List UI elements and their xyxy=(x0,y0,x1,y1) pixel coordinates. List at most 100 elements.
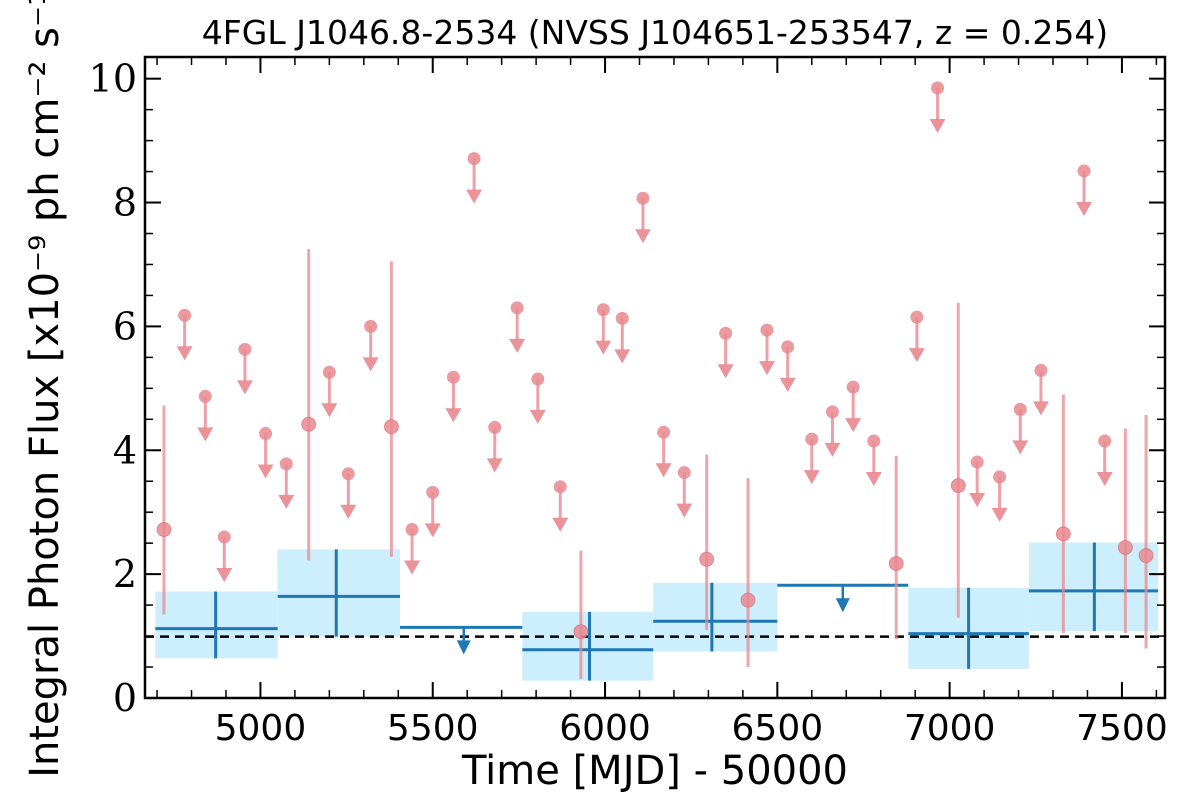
short-bin-upper-limit xyxy=(340,467,357,519)
short-bin-upper-limit xyxy=(424,485,441,538)
short-bin-marker xyxy=(573,624,589,640)
short-bin-ul-arrow xyxy=(929,118,946,133)
short-bin-upper-limit xyxy=(803,432,820,485)
short-bin-point xyxy=(383,261,399,557)
short-bin-ul-marker xyxy=(238,342,252,356)
short-bin-marker xyxy=(156,522,172,538)
short-bin-ul-arrow xyxy=(991,507,1008,522)
short-bin-ul-arrow xyxy=(1096,471,1113,486)
short-bin-ul-arrow xyxy=(803,470,820,485)
x-tick-label: 5500 xyxy=(387,708,479,749)
short-bin-point xyxy=(1055,394,1071,633)
short-bin-upper-limit xyxy=(779,340,796,392)
short-bin-ul-arrow xyxy=(340,504,357,519)
x-tick-label: 6500 xyxy=(732,708,824,749)
short-bin-upper-limit xyxy=(404,523,421,575)
short-bin-ul-marker xyxy=(970,455,984,469)
short-bin-ul-arrow xyxy=(236,380,253,395)
short-bin-upper-limit xyxy=(529,372,546,425)
short-bin-ul-marker xyxy=(993,470,1007,484)
short-bin-upper-limit xyxy=(1032,363,1049,416)
short-bin-ul-marker xyxy=(178,308,192,322)
short-bin-upper-limit xyxy=(655,425,672,478)
short-bin-ul-marker xyxy=(322,365,336,379)
short-bin-upper-limit xyxy=(257,427,274,479)
short-bin-point xyxy=(573,550,589,680)
short-bin-upper-limit xyxy=(486,420,503,473)
short-bin-marker xyxy=(1055,526,1071,542)
short-bin-ul-marker xyxy=(1077,164,1091,178)
short-bin-ul-arrow xyxy=(595,340,612,355)
short-bin-upper-limit xyxy=(969,455,986,508)
short-bin-ul-marker xyxy=(217,530,231,544)
short-bin-upper-limit xyxy=(865,434,882,486)
short-bin-upper-limit xyxy=(216,530,233,582)
short-bin-upper-limit xyxy=(824,405,841,457)
short-bin-point xyxy=(950,302,966,618)
short-bin-ul-marker xyxy=(596,303,610,317)
y-tick-label: 0 xyxy=(113,676,137,720)
short-bin-upper-limit xyxy=(509,301,526,353)
short-bin-upper-limit xyxy=(1012,402,1029,455)
short-bin-upper-limit xyxy=(1076,164,1093,216)
long-bin-band xyxy=(522,611,654,681)
long-bin-band xyxy=(277,549,400,637)
short-bin-upper-limit xyxy=(278,457,295,509)
short-bin-ul-arrow xyxy=(552,517,569,532)
short-bin-ul-arrow xyxy=(404,560,421,575)
long-bin-series xyxy=(155,542,1159,681)
short-bin-ul-arrow xyxy=(466,189,483,204)
short-bin-ul-marker xyxy=(1013,402,1027,416)
short-bin-ul-arrow xyxy=(216,567,233,582)
short-bin-ul-marker xyxy=(867,434,881,448)
short-bin-ul-marker xyxy=(531,372,545,386)
short-bin-marker xyxy=(699,551,715,567)
short-bin-ul-marker xyxy=(198,389,212,403)
short-bin-upper-limit xyxy=(321,365,338,418)
short-bin-ul-arrow xyxy=(758,361,775,376)
short-bin-ul-marker xyxy=(553,480,567,494)
short-bin-ul-arrow xyxy=(655,463,672,478)
short-bin-ul-arrow xyxy=(717,364,734,379)
short-bin-point xyxy=(156,405,172,615)
short-bin-ul-marker xyxy=(910,310,924,324)
short-bin-ul-marker xyxy=(931,81,945,95)
short-bin-ul-marker xyxy=(488,420,502,434)
short-bin-ul-arrow xyxy=(1032,401,1049,416)
short-bin-ul-marker xyxy=(657,425,671,439)
chart-title: 4FGL J1046.8-2534 (NVSS J104651-253547, … xyxy=(202,13,1108,52)
long-bin-bands xyxy=(155,542,1159,681)
short-bin-upper-limit xyxy=(445,370,462,423)
x-tick-label: 7000 xyxy=(904,708,996,749)
long-bin-upper-limit xyxy=(400,625,523,655)
short-bin-ul-arrow xyxy=(321,403,338,418)
short-bin-ul-marker xyxy=(279,457,293,471)
short-bin-upper-limit xyxy=(1096,434,1113,486)
x-tick-label: 6000 xyxy=(559,708,651,749)
short-bin-ul-arrow xyxy=(1076,201,1093,216)
short-bin-marker xyxy=(301,416,317,432)
short-bin-upper-limit xyxy=(758,323,775,376)
short-bin-marker xyxy=(950,478,966,494)
short-bin-ul-marker xyxy=(781,340,795,354)
short-bin-marker xyxy=(888,556,904,572)
short-bin-series xyxy=(156,81,1154,680)
short-bin-ul-arrow xyxy=(424,523,441,538)
short-bin-ul-arrow xyxy=(865,471,882,486)
short-bin-upper-limit xyxy=(614,311,631,364)
short-bin-upper-limit xyxy=(634,191,651,244)
short-bin-ul-marker xyxy=(405,523,419,537)
short-bin-upper-limit xyxy=(929,81,946,133)
long-bin-point xyxy=(277,549,400,637)
short-bin-ul-marker xyxy=(615,311,629,325)
y-axis-label: Integral Photon Flux [x10⁻⁹ ph cm⁻² s⁻¹] xyxy=(22,0,68,778)
short-bin-ul-marker xyxy=(259,427,273,441)
short-bin-upper-limit xyxy=(197,389,214,442)
y-tick-label: 4 xyxy=(113,428,137,472)
short-bin-upper-limit xyxy=(176,308,193,361)
short-bin-ul-marker xyxy=(1034,363,1048,377)
short-bin-upper-limit xyxy=(845,380,862,433)
plot-frame xyxy=(143,55,1167,700)
short-bin-upper-limit xyxy=(908,310,925,363)
long-bin-point xyxy=(653,582,778,652)
